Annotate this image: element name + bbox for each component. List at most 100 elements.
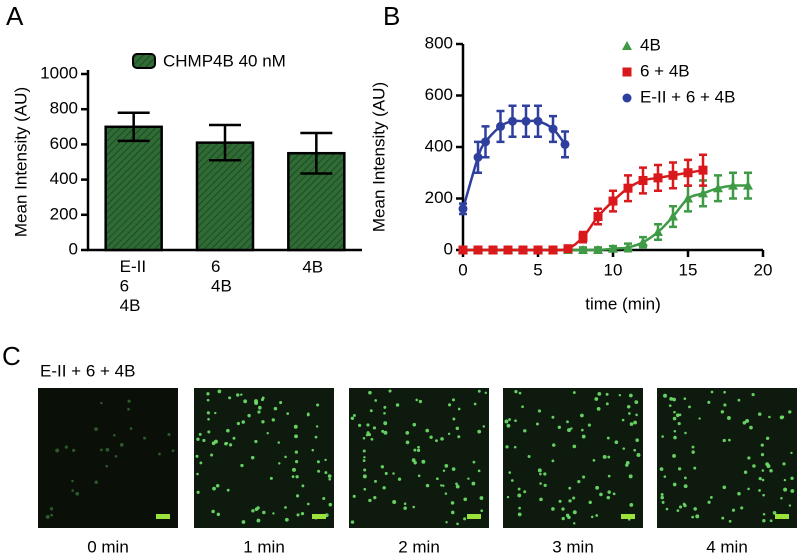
spot <box>75 491 80 496</box>
spot <box>369 409 373 413</box>
spot <box>397 477 402 481</box>
spot <box>673 435 677 440</box>
spot <box>207 417 210 421</box>
spot <box>737 398 741 402</box>
spot <box>72 448 76 452</box>
spot <box>605 392 609 396</box>
spot <box>790 489 795 493</box>
spot <box>781 415 785 419</box>
spot <box>196 472 199 476</box>
x-tick-label: 10 <box>604 260 623 279</box>
spot <box>324 458 327 462</box>
spot <box>271 418 275 422</box>
spot <box>622 447 626 450</box>
spot <box>206 392 210 396</box>
spot <box>543 472 547 476</box>
spot <box>769 519 773 523</box>
spot <box>572 496 576 500</box>
spot <box>217 389 222 394</box>
spot <box>451 467 456 471</box>
spot <box>254 399 258 404</box>
spot <box>392 472 395 475</box>
point <box>458 204 468 214</box>
spot <box>284 506 287 509</box>
spot <box>381 429 385 433</box>
spot <box>612 492 616 496</box>
spot <box>665 507 669 511</box>
point <box>608 196 618 206</box>
spot <box>228 443 233 447</box>
point <box>698 188 708 198</box>
spot <box>362 449 366 453</box>
spot <box>261 420 265 424</box>
spot <box>552 443 556 447</box>
spot <box>352 414 356 417</box>
micrograph <box>38 388 178 528</box>
spot <box>760 453 765 457</box>
legend-label: 6 + 4B <box>640 61 690 80</box>
point <box>683 193 693 203</box>
scale-bar <box>775 514 789 519</box>
point <box>728 180 738 190</box>
spot <box>558 499 562 503</box>
spot <box>440 484 443 487</box>
spot <box>418 399 423 404</box>
spot <box>284 455 287 459</box>
spot <box>366 423 370 427</box>
spot <box>383 430 388 435</box>
spot <box>206 398 210 402</box>
spot <box>758 477 762 481</box>
spot <box>568 499 572 503</box>
spot <box>463 517 467 521</box>
spot <box>517 512 522 517</box>
spot <box>635 413 638 417</box>
spot <box>214 439 218 444</box>
legend-label: CHMP4B 40 nM <box>163 51 286 70</box>
caption: 3 min <box>552 537 594 556</box>
spot <box>49 507 54 511</box>
spot <box>535 422 539 426</box>
spot <box>350 416 355 420</box>
spot <box>518 391 522 395</box>
spot <box>158 452 161 456</box>
spot <box>742 420 747 425</box>
spot <box>450 501 455 505</box>
x-tick-label: 5 <box>533 260 542 279</box>
y-tick-label: 600 <box>50 134 78 153</box>
spot <box>693 507 697 511</box>
spot <box>761 478 765 482</box>
spot <box>561 516 565 521</box>
spot <box>94 480 98 484</box>
spot <box>634 400 639 404</box>
legend-marker <box>622 67 632 77</box>
x-axis-label: time (min) <box>585 294 661 313</box>
spot <box>683 476 687 480</box>
spot <box>372 426 377 430</box>
spot <box>539 497 543 502</box>
point <box>623 183 633 193</box>
spot <box>266 431 269 435</box>
spot <box>672 454 676 458</box>
spot <box>523 490 527 494</box>
spot <box>463 497 468 502</box>
panel-title: E-II + 6 + 4B <box>40 361 135 380</box>
y-tick-label: 0 <box>69 239 78 258</box>
spot <box>256 518 261 523</box>
spot <box>236 393 240 397</box>
spot <box>119 443 124 447</box>
spot <box>171 449 175 453</box>
spot <box>747 487 750 491</box>
spot <box>129 427 133 430</box>
spot <box>294 450 299 454</box>
spot <box>788 410 792 414</box>
spot <box>202 438 206 443</box>
spot <box>206 411 210 415</box>
x-tick-label: 0 <box>458 260 467 279</box>
spot <box>561 507 565 511</box>
error-bar <box>117 111 150 143</box>
spot <box>316 460 320 464</box>
spot <box>527 454 531 459</box>
spot <box>295 494 300 498</box>
spot <box>565 513 570 518</box>
